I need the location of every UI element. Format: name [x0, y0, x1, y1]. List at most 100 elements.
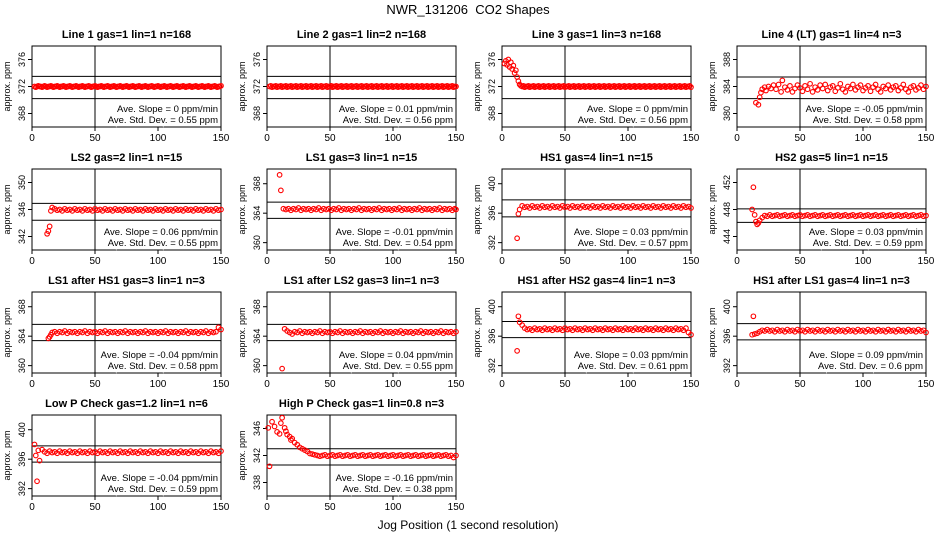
- data-point: [453, 206, 459, 213]
- data-point: [453, 83, 459, 90]
- data-point: [923, 83, 929, 90]
- chart-title: Line 4 (LT) gas=1 lin=4 n=3: [761, 29, 901, 41]
- chart-title: HS1 after LS1 gas=4 lin=1 n=3: [753, 275, 910, 287]
- slope-annotation: Ave. Slope = 0.03 ppm/min: [809, 227, 923, 238]
- data-point: [905, 89, 912, 95]
- x-tick-label: 0: [499, 256, 505, 267]
- y-tick-label: 396: [17, 452, 27, 467]
- data-point: [784, 87, 791, 93]
- std-annotation: Ave. Std. Dev. = 0.38 ppm: [343, 484, 453, 495]
- x-tick-label: 50: [324, 256, 336, 267]
- y-tick-label: 396: [487, 329, 497, 344]
- data-point: [218, 206, 224, 213]
- slope-annotation: Ave. Slope = 0 ppm/min: [587, 104, 688, 115]
- x-tick-label: 150: [213, 133, 230, 144]
- plot-frame: [266, 168, 457, 251]
- data-point: [885, 82, 892, 88]
- data-point: [799, 88, 806, 95]
- data-point: [377, 453, 384, 460]
- data-point: [918, 82, 924, 88]
- data-point: [438, 453, 444, 460]
- x-tick-label: 100: [385, 133, 402, 144]
- data-point: [515, 78, 522, 84]
- data-point: [324, 453, 331, 460]
- x-tick-label: 0: [499, 379, 505, 390]
- data-point: [511, 70, 518, 76]
- data-point: [516, 206, 523, 213]
- y-tick-label: 360: [252, 358, 262, 373]
- data-point: [218, 82, 224, 89]
- x-tick-label: 50: [89, 133, 101, 144]
- slope-annotation: Ave. Slope = 0.09 ppm/min: [809, 350, 923, 361]
- x-tick-label: 100: [385, 379, 402, 390]
- data-point: [749, 206, 755, 213]
- data-point: [750, 184, 757, 191]
- data-point: [369, 453, 376, 460]
- chart-title: Line 3 gas=1 lin=3 n=168: [532, 29, 661, 41]
- y-tick-label: 448: [722, 202, 732, 217]
- data-point: [269, 418, 275, 425]
- data-point: [890, 213, 897, 220]
- x-tick-label: 50: [559, 256, 571, 267]
- data-point: [385, 453, 391, 460]
- data-point: [415, 453, 422, 460]
- data-point: [857, 82, 864, 88]
- y-tick-label: 338: [252, 475, 262, 490]
- y-axis-label: approx. ppm: [472, 184, 482, 234]
- data-point: [761, 84, 768, 91]
- data-point: [913, 213, 919, 220]
- plot-frame: [31, 291, 222, 374]
- y-axis-label: approx. ppm: [707, 307, 717, 357]
- chart-title: HS1 after HS2 gas=4 lin=1 n=3: [517, 275, 675, 287]
- x-tick-label: 50: [794, 256, 806, 267]
- data-point: [276, 431, 283, 437]
- data-point: [814, 213, 821, 220]
- y-tick-label: 368: [252, 176, 262, 191]
- y-tick-label: 392: [17, 481, 27, 496]
- data-point: [430, 453, 437, 460]
- data-point: [920, 213, 927, 220]
- data-point: [850, 81, 856, 88]
- x-tick-label: 50: [559, 133, 571, 144]
- x-tick-label: 0: [734, 379, 740, 390]
- slope-annotation: Ave. Slope = -0.04 ppm/min: [101, 350, 218, 361]
- x-tick-label: 100: [855, 133, 872, 144]
- data-point: [867, 213, 874, 220]
- data-point: [281, 424, 288, 431]
- data-point: [822, 81, 829, 88]
- x-tick-label: 50: [794, 133, 806, 144]
- data-point: [773, 86, 779, 93]
- data-point: [905, 213, 912, 220]
- data-point: [309, 451, 316, 458]
- chart-title: LS1 after LS2 gas=3 lin=1 n=3: [284, 275, 440, 287]
- slope-annotation: Ave. Slope = 0 ppm/min: [117, 104, 218, 115]
- y-axis-label: approx. ppm: [472, 61, 482, 111]
- x-tick-label: 100: [150, 256, 167, 267]
- data-point: [289, 435, 296, 442]
- data-point: [778, 89, 784, 95]
- y-tick-label: 400: [17, 422, 27, 437]
- data-point: [822, 213, 829, 220]
- data-point: [784, 213, 791, 220]
- data-point: [807, 213, 813, 220]
- y-tick-label: 452: [722, 175, 732, 190]
- data-point: [35, 447, 42, 454]
- x-tick-label: 150: [918, 256, 935, 267]
- x-tick-label: 100: [855, 379, 872, 390]
- y-axis-label: approx. ppm: [237, 430, 247, 480]
- data-point: [751, 212, 758, 218]
- chart-title: Line 2 gas=1 lin=2 n=168: [297, 29, 426, 41]
- x-tick-label: 50: [89, 379, 101, 390]
- x-tick-label: 0: [29, 379, 35, 390]
- std-annotation: Ave. Std. Dev. = 0.56 ppm: [343, 115, 453, 126]
- data-point: [755, 101, 762, 108]
- x-tick-label: 150: [918, 379, 935, 390]
- data-point: [688, 205, 694, 211]
- y-axis-label: approx. ppm: [707, 61, 717, 111]
- y-tick-label: 372: [17, 79, 27, 94]
- x-tick-label: 0: [264, 379, 270, 390]
- data-point: [910, 82, 917, 89]
- data-point: [751, 331, 758, 337]
- x-tick-label: 150: [683, 256, 700, 267]
- std-annotation: Ave. Std. Dev. = 0.55 ppm: [108, 238, 218, 249]
